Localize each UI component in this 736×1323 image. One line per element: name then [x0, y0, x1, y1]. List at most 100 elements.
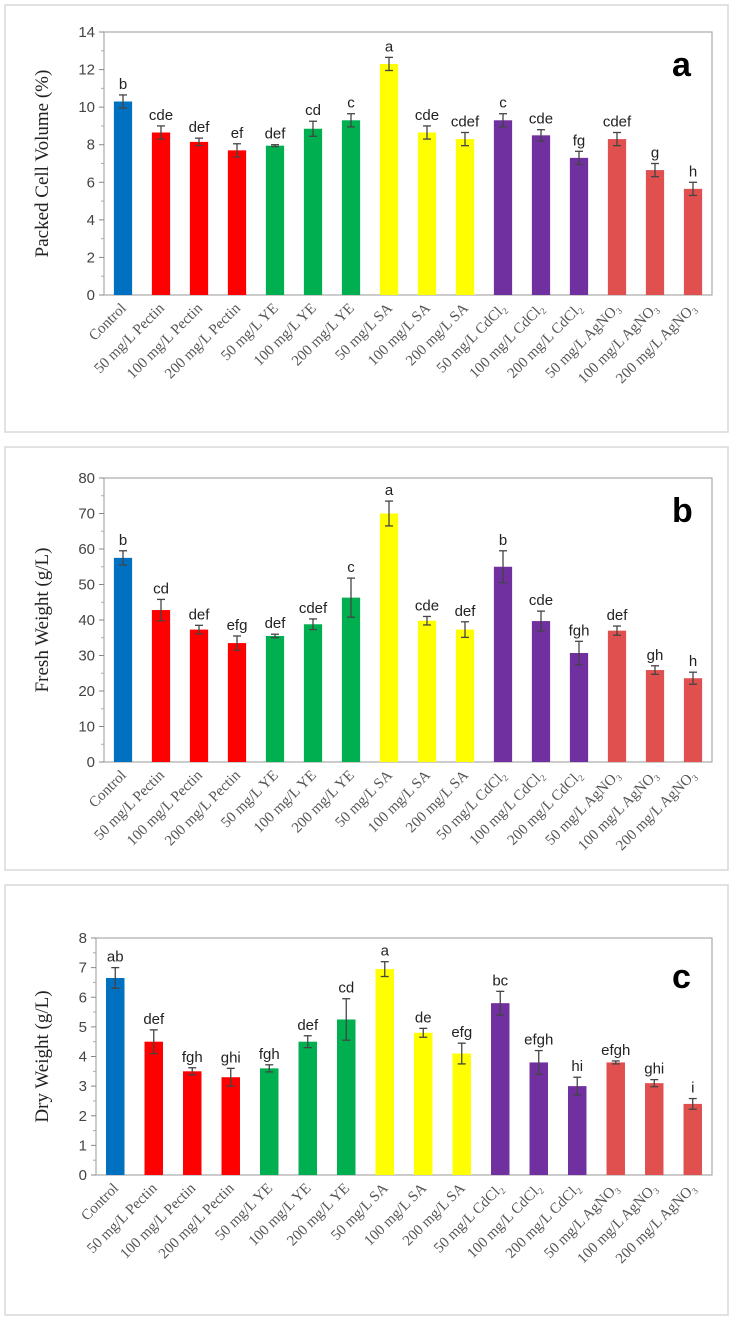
bar	[189, 629, 209, 762]
y-tick-label: 0	[87, 287, 95, 304]
significance-letter: b	[119, 76, 127, 93]
bar	[189, 141, 209, 295]
y-tick-label: 4	[87, 212, 95, 229]
significance-letter: cde	[149, 107, 173, 124]
significance-letter: fgh	[569, 622, 590, 639]
significance-letter: ef	[231, 125, 244, 142]
significance-letter: def	[265, 615, 287, 632]
y-tick-label: 80	[78, 470, 95, 487]
y-tick-label: 14	[78, 24, 95, 41]
significance-letter: cdef	[451, 114, 480, 131]
bar	[683, 1103, 702, 1175]
significance-letter: cd	[153, 580, 169, 597]
bar	[144, 1041, 163, 1175]
y-tick-label: 10	[78, 99, 95, 116]
y-tick-label: 60	[78, 541, 95, 558]
y-axis-label: Fresh Weight (g/L)	[32, 548, 53, 693]
y-tick-label: 10	[78, 719, 95, 736]
significance-letter: def	[143, 1011, 165, 1028]
bar	[455, 139, 475, 295]
bar	[645, 1083, 664, 1175]
significance-letter: c	[499, 95, 507, 112]
significance-letter: cde	[529, 592, 553, 609]
y-tick-label: 2	[87, 249, 95, 266]
bar	[227, 643, 247, 762]
significance-letter: def	[455, 603, 477, 620]
y-tick-label: 50	[78, 577, 95, 594]
significance-letter: b	[499, 532, 507, 549]
bar	[607, 630, 627, 762]
y-axis-label: Packed Cell Volume (%)	[32, 70, 53, 258]
significance-letter: a	[381, 943, 390, 960]
significance-letter: efg	[451, 1024, 472, 1041]
panel-label: b	[672, 492, 693, 530]
significance-letter: efgh	[601, 1042, 630, 1059]
y-tick-label: 3	[79, 1078, 87, 1095]
bar	[183, 1071, 202, 1175]
y-tick-label: 70	[78, 506, 95, 523]
significance-letter: c	[347, 95, 355, 112]
bar	[414, 1032, 433, 1175]
y-tick-label: 1	[79, 1137, 87, 1154]
significance-letter: b	[119, 532, 127, 549]
bar	[493, 566, 513, 762]
y-tick-label: 30	[78, 648, 95, 665]
bar	[260, 1068, 279, 1175]
y-axis-label: Dry Weight (g/L)	[32, 990, 53, 1122]
bar	[493, 120, 513, 296]
significance-letter: h	[689, 163, 697, 180]
bar	[455, 629, 475, 762]
significance-letter: def	[189, 606, 211, 623]
significance-letter: fgh	[182, 1049, 203, 1066]
y-tick-label: 20	[78, 683, 95, 700]
significance-letter: cd	[338, 980, 354, 997]
bar	[531, 621, 551, 762]
significance-letter: def	[265, 126, 287, 143]
significance-letter: h	[689, 653, 697, 670]
bar	[151, 132, 171, 295]
significance-letter: cde	[415, 107, 439, 124]
significance-letter: gh	[647, 647, 664, 664]
bar	[645, 670, 665, 762]
y-tick-label: 12	[78, 62, 95, 79]
significance-letter: a	[385, 38, 394, 55]
bar	[569, 653, 589, 762]
significance-letter: cdef	[299, 600, 328, 617]
bar	[221, 1077, 240, 1175]
bar	[417, 132, 437, 295]
bar	[113, 101, 133, 295]
significance-letter: def	[297, 1017, 319, 1034]
bar	[379, 63, 399, 295]
significance-letter: ghi	[644, 1061, 664, 1078]
y-tick-label: 40	[78, 612, 95, 629]
y-tick-label: 0	[87, 754, 95, 771]
bar	[529, 1062, 548, 1175]
significance-letter: efgh	[524, 1032, 553, 1049]
y-tick-label: 6	[79, 989, 87, 1006]
y-tick-label: 4	[79, 1049, 87, 1066]
bar	[606, 1062, 625, 1175]
significance-letter: def	[607, 607, 629, 624]
significance-letter: cde	[415, 597, 439, 614]
significance-letter: fg	[573, 132, 586, 149]
bar	[645, 170, 665, 295]
significance-letter: cdef	[603, 114, 632, 131]
significance-letter: fgh	[259, 1046, 280, 1063]
bar	[227, 150, 247, 295]
bar	[452, 1053, 471, 1175]
bar	[568, 1086, 587, 1175]
significance-letter: c	[347, 559, 355, 576]
bar	[303, 128, 323, 295]
significance-letter: bc	[492, 972, 508, 989]
panel-label: c	[672, 958, 691, 996]
bar	[531, 135, 551, 295]
bar	[265, 145, 285, 295]
y-tick-label: 8	[87, 137, 95, 154]
y-tick-label: 2	[79, 1108, 87, 1125]
y-tick-label: 7	[79, 960, 87, 977]
y-tick-label: 0	[79, 1167, 87, 1184]
